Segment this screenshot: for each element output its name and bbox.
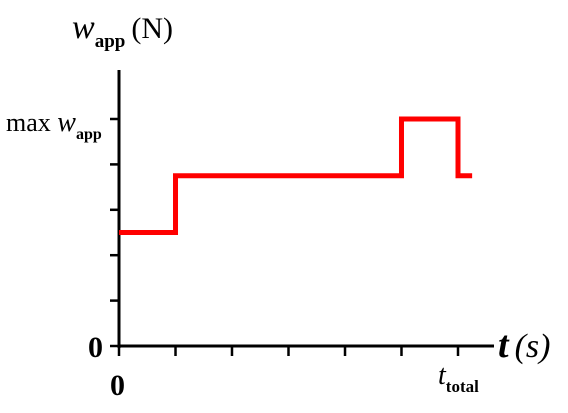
y-axis-subscript: app (95, 31, 126, 52)
ytick-label-zero: 0 (88, 331, 103, 364)
xtick-total-symbol: t (438, 360, 447, 391)
x-axis-symbol: t (498, 324, 510, 366)
ytick-label-max: max wapp (6, 107, 102, 143)
ytick-max-subscript: app (76, 126, 102, 143)
x-ticks (117, 346, 460, 356)
series-group (119, 116, 473, 235)
series-line-0 (119, 116, 473, 235)
y-ticks (110, 117, 119, 348)
y-axis-symbol: w (72, 9, 95, 46)
x-axis-unit: (s) (515, 328, 551, 365)
x-axis-label: t (s) (498, 324, 550, 366)
xtick-total-subscript: total (446, 377, 479, 396)
xtick-label-zero: 0 (110, 369, 125, 402)
y-axis-unit: (N) (131, 12, 173, 45)
ytick-max-prefix: max (6, 108, 57, 137)
ytick-max-symbol: w (57, 107, 76, 138)
xtick-label-total: ttotal (438, 360, 479, 396)
y-axis-label: wapp (N) (72, 9, 173, 52)
